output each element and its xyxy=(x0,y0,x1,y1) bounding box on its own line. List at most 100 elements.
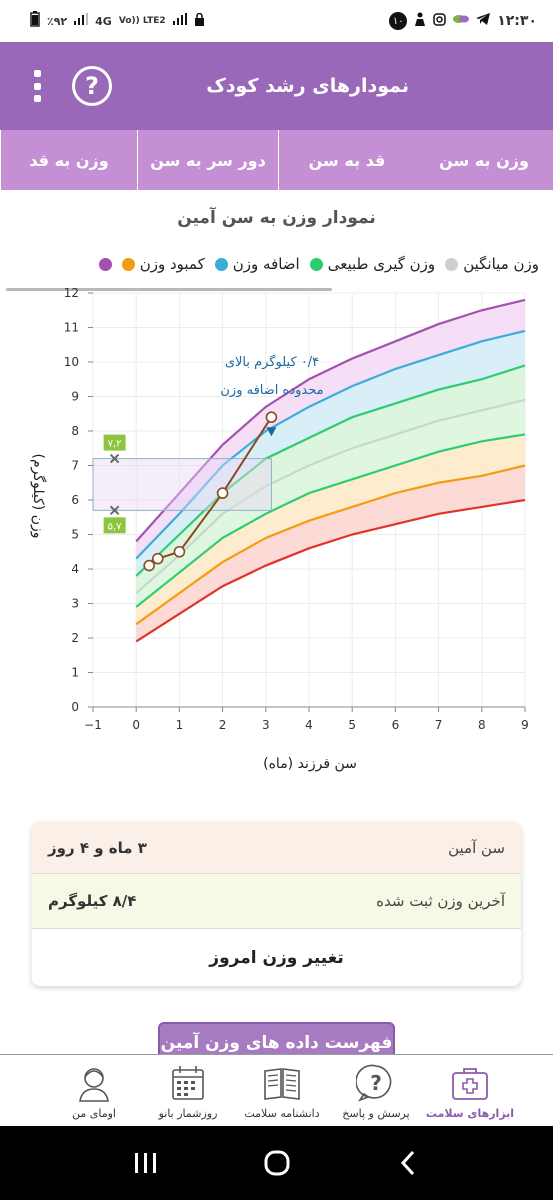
chart-tabs: وزن به قد دور سر به سن قد به سن وزن به س… xyxy=(0,130,553,190)
legend-label: اضافه وزن xyxy=(232,255,300,273)
legend-dot xyxy=(214,257,228,271)
bottom-nav: اومای من روزشمار بانو دانشنامه سلامت ? پ… xyxy=(0,1054,553,1126)
x-tick-label: 1 xyxy=(176,718,184,732)
x-axis-title: سن فرزند (ماه) xyxy=(263,756,357,772)
back-icon[interactable] xyxy=(388,1143,428,1183)
percentile-curve xyxy=(135,329,526,560)
age-label: سن آمین xyxy=(448,838,505,857)
chart-legend[interactable]: کمبود وزن اضافه وزن وزن گیری طبیعی وزن م… xyxy=(98,255,539,273)
app-bar: ? نمودارهای رشد کودک xyxy=(0,42,553,130)
nav-label: روزشمار بانو xyxy=(158,1107,218,1120)
volte-label: Vo)) LTE2 xyxy=(118,16,166,26)
x-tick-label: 9 xyxy=(521,718,529,732)
range-high-label: ۷,۲ xyxy=(108,439,122,450)
legend-label: وزن میانگین xyxy=(463,255,539,273)
range-high-badge xyxy=(103,434,126,451)
avatar-icon xyxy=(79,1068,109,1102)
percentile-curve xyxy=(135,398,526,594)
percentile-curves xyxy=(135,298,526,643)
legend-item-normal-gain[interactable]: وزن گیری طبیعی xyxy=(309,255,436,273)
y-tick-label: 2 xyxy=(71,631,79,645)
y-tick-label: 5 xyxy=(71,528,79,542)
help-icon[interactable]: ? xyxy=(72,66,112,106)
lock-icon xyxy=(194,12,205,30)
band-fill xyxy=(136,299,525,559)
legend-dot xyxy=(445,257,459,271)
telegram-icon xyxy=(476,13,491,29)
range-low-badge xyxy=(103,517,126,534)
annotation-line-1: ۰/۴ کیلوگرم بالای xyxy=(225,354,319,370)
network-type: 4G xyxy=(95,14,112,28)
instagram-icon xyxy=(433,12,446,30)
x-tick-label: 6 xyxy=(392,718,400,732)
annotation-arrow xyxy=(266,427,277,437)
band-fill xyxy=(136,434,525,625)
nav-item-my-profile[interactable]: اومای من xyxy=(47,1055,141,1127)
age-value: ۳ ماه و ۴ روز xyxy=(48,838,147,857)
y-axis-title: وزن (کیلوگرم) xyxy=(30,454,47,539)
band-fill xyxy=(136,465,525,642)
battery-percent: ٪۹۲ xyxy=(47,14,68,28)
signal-icon xyxy=(74,13,89,29)
svg-text:?: ? xyxy=(370,1071,382,1095)
legend-dot xyxy=(121,257,135,271)
book-icon xyxy=(264,1068,300,1100)
recent-apps-icon[interactable] xyxy=(126,1143,166,1183)
legend-label: وزن گیری طبیعی xyxy=(327,255,436,273)
y-tick-label: 11 xyxy=(64,321,79,335)
legend-item-average[interactable]: وزن میانگین xyxy=(445,255,539,273)
status-time: ۱۲:۳۰ xyxy=(497,13,537,29)
home-icon[interactable] xyxy=(257,1143,297,1183)
annotation-line-2: محدوده اضافه وزن xyxy=(220,383,323,398)
y-tick-label: 6 xyxy=(71,493,79,507)
battery-icon xyxy=(30,11,40,31)
legend-dot xyxy=(309,257,323,271)
legend-scrollbar[interactable] xyxy=(6,288,332,291)
last-weight-row: آخرین وزن ثبت شده ۸/۴ کیلوگرم xyxy=(32,874,521,929)
last-weight-value: ۸/۴ کیلوگرم xyxy=(48,892,137,910)
age-row: سن آمین ۳ ماه و ۴ روز xyxy=(32,822,521,874)
status-left: ٪۹۲ 4G Vo)) LTE2 xyxy=(30,11,205,31)
tab-height-for-age[interactable]: قد به سن xyxy=(278,130,415,190)
x-tick-label: 7 xyxy=(435,718,443,732)
tab-weight-for-age[interactable]: وزن به سن xyxy=(415,130,553,190)
percentile-curve xyxy=(135,498,526,643)
person-icon xyxy=(414,12,426,30)
y-tick-label: 3 xyxy=(71,597,79,611)
nav-label: اومای من xyxy=(72,1107,116,1120)
nav-item-calendar[interactable]: روزشمار بانو xyxy=(141,1055,235,1127)
nav-item-health-tools[interactable]: ابزارهای سلامت xyxy=(423,1055,517,1127)
leaf-app-icon xyxy=(453,13,470,29)
tab-weight-for-height[interactable]: وزن به قد xyxy=(0,130,137,190)
notification-count-badge: ۱۰ xyxy=(389,12,408,30)
range-low-label: ۵,۷ xyxy=(108,521,123,532)
legend-item-purple[interactable] xyxy=(98,257,112,271)
nav-item-qa[interactable]: ? پرسش و پاسخ xyxy=(329,1055,423,1127)
percentile-curve xyxy=(135,364,526,577)
band-fill xyxy=(136,365,525,594)
child-weight-point xyxy=(152,552,164,565)
y-tick-label: 1 xyxy=(71,666,79,680)
system-nav-bar xyxy=(0,1126,553,1200)
tab-head-circumference-for-age[interactable]: دور سر به سن xyxy=(137,130,278,190)
change-weight-button[interactable]: تغییر وزن امروز xyxy=(209,947,344,968)
page-title: نمودارهای رشد کودک xyxy=(206,75,409,97)
x-tick-label: 4 xyxy=(305,718,313,732)
y-tick-label: 8 xyxy=(71,424,79,438)
overflow-menu-icon[interactable] xyxy=(22,68,52,104)
x-tick-label: 2 xyxy=(219,718,227,732)
nav-label: دانشنامه سلامت xyxy=(244,1107,320,1120)
band-fill xyxy=(136,399,525,607)
question-icon: ? xyxy=(356,1064,392,1102)
legend-item-underweight[interactable]: کمبود وزن xyxy=(121,255,205,273)
child-series xyxy=(143,411,278,572)
x-tick-label: 8 xyxy=(478,718,486,732)
legend-item-overweight[interactable]: اضافه وزن xyxy=(214,255,300,273)
legend-label: کمبود وزن xyxy=(139,255,205,273)
y-tick-label: 12 xyxy=(64,286,79,300)
nav-item-encyclopedia[interactable]: دانشنامه سلامت xyxy=(235,1055,329,1127)
weight-data-list-button[interactable]: فهرست داده های وزن آمین xyxy=(158,1022,395,1058)
nav-label: پرسش و پاسخ xyxy=(342,1107,410,1120)
x-tick-label: −1 xyxy=(84,718,102,732)
